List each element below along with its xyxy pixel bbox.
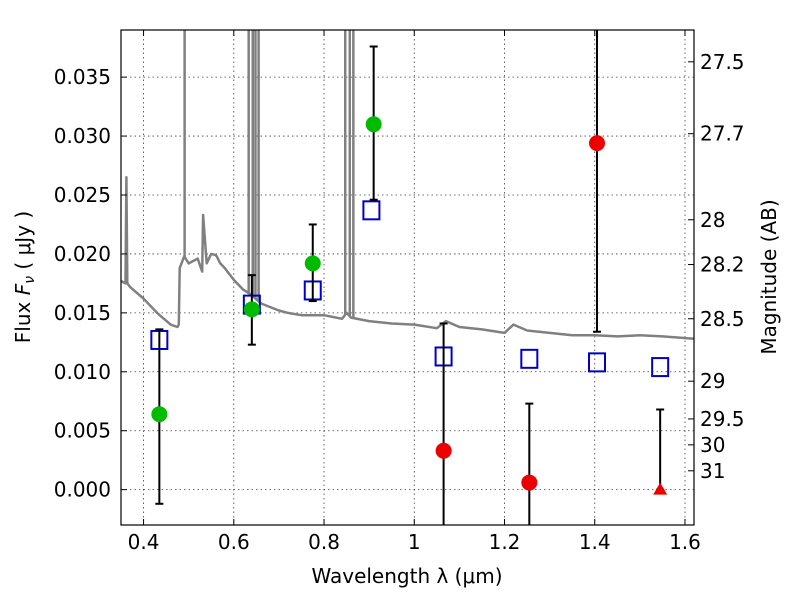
plot-frame [120, 29, 695, 526]
y2-tick-label: 31 [700, 459, 725, 483]
y-tick-label: 0.000 [54, 478, 111, 502]
nondetection-point [521, 474, 538, 491]
data-layer [121, 30, 694, 525]
detection-point [304, 255, 321, 272]
y2-tick-label: 28 [700, 208, 725, 232]
upper-limit-triangle [653, 482, 668, 495]
x-tick-label: 1.2 [489, 530, 521, 554]
axes: 0.4 0.6 0.8 1 1.2 1.4 1.6 0.000 0.005 0.010 0.015 0… [54, 30, 745, 554]
detection-point [151, 406, 168, 423]
nondetection-point [588, 135, 605, 152]
sed-model-line [121, 176, 694, 341]
y-tick-label: 0.010 [54, 360, 111, 384]
y2-tick-label: 28.2 [700, 253, 745, 277]
x-tick-label: 1 [408, 530, 421, 554]
y-axis-title: Flux Fν ( μJy ) [11, 211, 38, 343]
y-tick-label: 0.015 [54, 301, 111, 325]
x-tick-label: 0.4 [128, 530, 160, 554]
y-tick-label: 0.035 [54, 65, 111, 89]
x-tick-label: 0.6 [218, 530, 250, 554]
y2-tick-label: 27.5 [700, 50, 745, 74]
y2-tick-label: 29.5 [700, 407, 745, 431]
model-flux-square [651, 357, 670, 378]
y2-tick-label: 27.7 [700, 122, 745, 146]
model-flux-square [520, 348, 539, 369]
x-tick-label: 1.4 [579, 530, 611, 554]
detection-point [365, 116, 382, 133]
detection-point [243, 301, 260, 318]
y-tick-label: 0.020 [54, 242, 111, 266]
x-tick-label: 0.8 [308, 530, 340, 554]
x-tick-label: 1.6 [669, 530, 701, 554]
nondetection-point [435, 442, 452, 459]
y-tick-label: 0.005 [54, 419, 111, 443]
x-axis-title: Wavelength λ (μm) [311, 564, 502, 588]
y-tick-label: 0.025 [54, 183, 111, 207]
y2-tick-label: 30 [700, 433, 725, 457]
y2-tick-label: 28.5 [700, 307, 745, 331]
model-flux-square [587, 352, 606, 373]
y-tick-label: 0.030 [54, 124, 111, 148]
y2-tick-label: 29 [700, 369, 725, 393]
y2-axis-title: Magnitude (AB) [757, 199, 781, 354]
model-flux-square [362, 200, 381, 221]
grid [121, 30, 694, 525]
